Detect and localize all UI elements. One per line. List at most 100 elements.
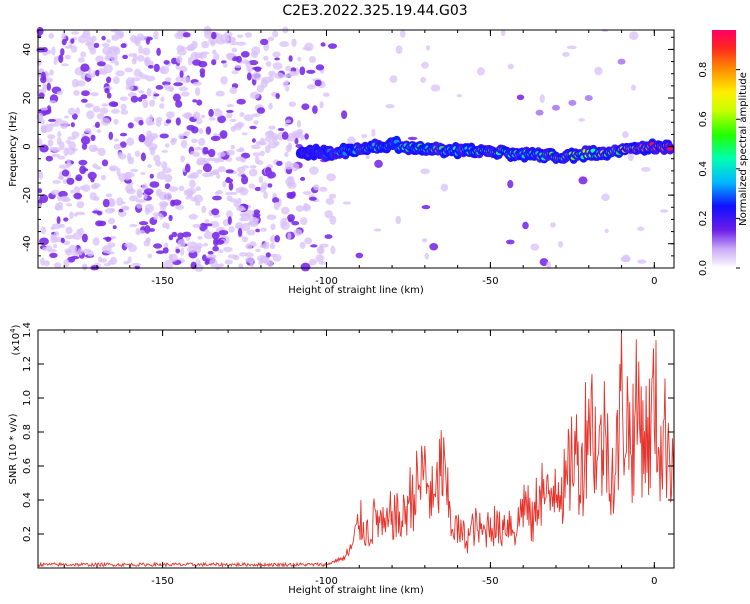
noise-blob	[187, 56, 193, 66]
noise-blob	[68, 141, 76, 150]
noise-blob	[210, 135, 221, 142]
noise-blob	[234, 64, 242, 69]
snr-series-line	[37, 329, 675, 568]
noise-blob	[113, 143, 122, 150]
figure-title: C2E3.2022.325.19.44.G03	[282, 3, 467, 19]
noise-blob	[149, 99, 156, 107]
noise-blob	[148, 143, 158, 150]
y-tick-label: 0	[22, 143, 33, 149]
noise-blob	[253, 209, 261, 215]
noise-blob	[251, 138, 256, 143]
noise-blob	[268, 70, 276, 76]
noise-blob	[104, 87, 110, 94]
noise-blob	[42, 52, 48, 56]
noise-blob	[134, 150, 141, 157]
noise-blob	[155, 120, 162, 127]
noise-blob	[75, 80, 86, 87]
noise-blob	[106, 92, 112, 99]
branch-point	[584, 95, 593, 101]
noise-blob	[251, 144, 261, 150]
noise-blob	[40, 107, 49, 111]
noise-blob	[320, 42, 326, 47]
noise-blob	[133, 68, 142, 77]
noise-blob	[231, 70, 239, 75]
noise-blob	[365, 155, 370, 160]
noise-blob	[72, 113, 78, 120]
noise-blob	[165, 119, 172, 124]
noise-blob	[329, 215, 337, 225]
noise-blob	[631, 84, 636, 91]
noise-blob	[196, 169, 203, 174]
noise-blob	[182, 32, 191, 38]
noise-blob	[265, 252, 271, 258]
noise-blob	[215, 90, 225, 97]
noise-blob	[284, 86, 290, 92]
noise-blob	[252, 71, 262, 81]
noise-blob	[136, 188, 143, 198]
noise-blob	[281, 131, 289, 140]
noise-blob	[178, 185, 185, 192]
noise-blob	[558, 241, 564, 248]
noise-blob	[90, 177, 95, 183]
noise-blob	[98, 71, 108, 75]
noise-blob	[101, 42, 110, 48]
noise-blob	[66, 177, 75, 185]
noise-blob	[179, 70, 184, 78]
noise-blob	[228, 182, 234, 191]
noise-blob	[310, 244, 318, 248]
noise-blob	[107, 260, 114, 265]
y-tick-label: 0.4	[22, 492, 33, 508]
noise-blob	[254, 186, 262, 192]
noise-blob	[90, 92, 99, 97]
noise-blob	[153, 93, 160, 97]
noise-blob	[212, 195, 222, 201]
noise-blob	[226, 210, 233, 219]
noise-blob	[215, 239, 225, 245]
x-tick-label: -50	[482, 576, 498, 587]
noise-blob	[245, 243, 253, 250]
noise-blob	[140, 94, 148, 100]
noise-blob	[177, 232, 184, 239]
noise-blob	[46, 77, 53, 83]
noise-blob	[226, 195, 233, 201]
noise-blob	[287, 232, 292, 241]
noise-blob	[49, 252, 58, 258]
noise-blob	[308, 56, 317, 64]
noise-blob	[63, 217, 69, 222]
noise-blob	[222, 62, 228, 68]
noise-blob	[530, 243, 540, 251]
noise-blob	[105, 236, 112, 242]
noise-blob	[147, 253, 153, 259]
noise-blob	[211, 231, 220, 240]
noise-blob	[96, 129, 102, 134]
noise-blob	[110, 208, 115, 213]
noise-blob	[99, 107, 109, 114]
noise-blob	[252, 152, 261, 157]
noise-blob	[507, 180, 514, 189]
noise-blob	[47, 248, 57, 253]
noise-blob	[101, 117, 111, 126]
noise-blob	[240, 213, 251, 222]
noise-blob	[198, 137, 206, 146]
noise-blob	[86, 36, 94, 46]
noise-blob	[81, 184, 91, 192]
noise-blob	[229, 118, 237, 122]
noise-blob	[233, 254, 240, 261]
noise-blob	[50, 189, 61, 196]
noise-blob	[75, 174, 83, 182]
noise-blob	[296, 120, 302, 128]
noise-blob	[220, 76, 228, 85]
noise-blob	[263, 55, 269, 61]
noise-blob	[72, 232, 83, 240]
noise-blob	[257, 160, 264, 165]
noise-blob	[197, 236, 203, 240]
noise-blob	[622, 131, 629, 139]
noise-blob	[119, 141, 127, 148]
noise-blob	[291, 221, 300, 226]
noise-blob	[506, 239, 515, 245]
noise-blob	[77, 57, 85, 63]
noise-blob	[181, 91, 190, 97]
noise-blob	[301, 103, 310, 110]
noise-blob	[304, 133, 309, 140]
noise-blob	[637, 259, 647, 264]
